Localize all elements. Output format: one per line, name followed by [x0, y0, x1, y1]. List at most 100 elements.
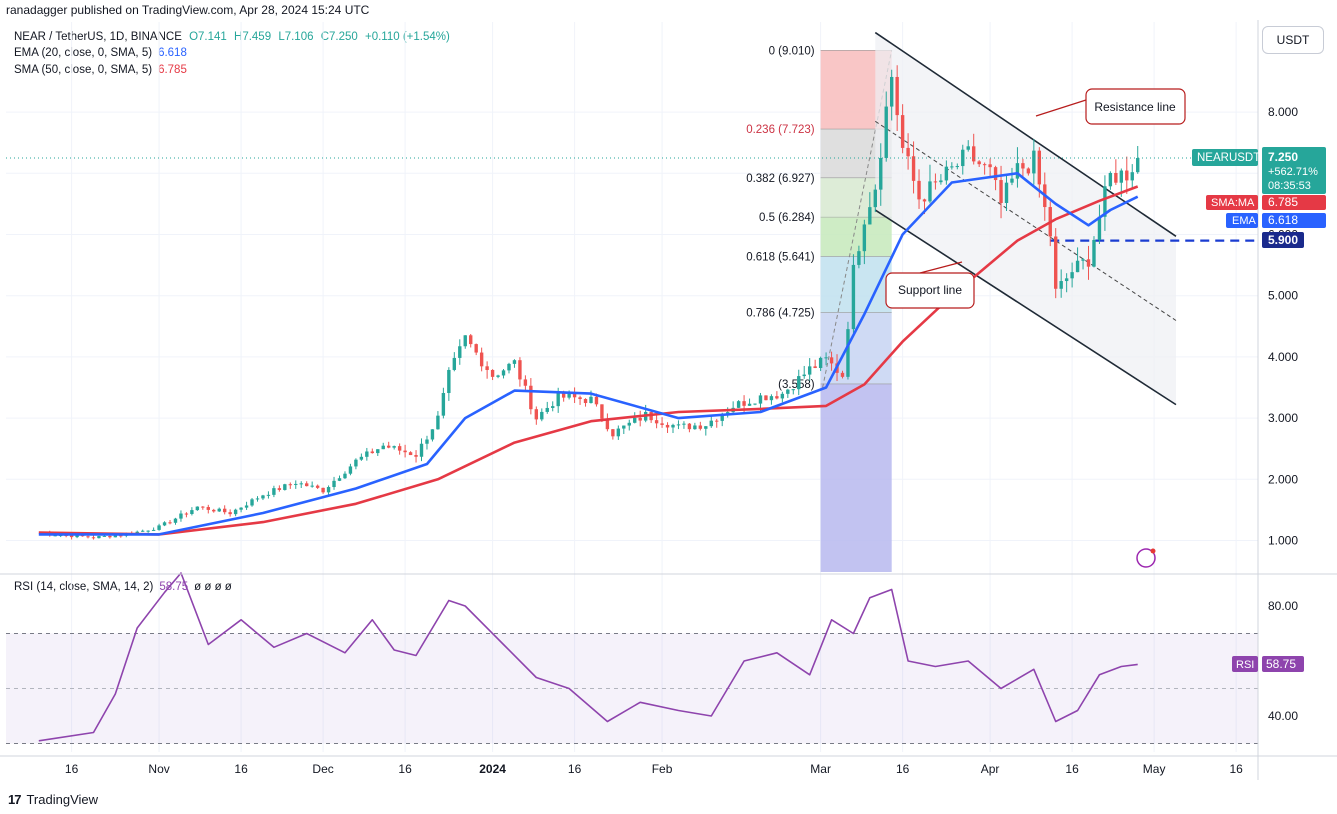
candle-body	[272, 488, 276, 495]
candle-body	[534, 409, 539, 420]
candle-body	[715, 420, 719, 422]
candle-body	[97, 536, 101, 539]
candle-body	[764, 395, 768, 401]
candle-body	[69, 535, 74, 538]
rsi-tag-label-box	[1232, 656, 1258, 672]
candle-body	[895, 76, 899, 116]
candle-body	[48, 533, 52, 536]
tradingview-footer[interactable]: 17 TradingView	[8, 792, 98, 807]
candle-body	[1054, 236, 1058, 289]
price-tick-label: 1.000	[1268, 534, 1298, 548]
candle-body	[917, 180, 921, 200]
candle-body	[851, 264, 856, 330]
candle-body	[1097, 216, 1102, 240]
candle-body	[687, 423, 692, 430]
candle-body	[616, 428, 621, 437]
fib-band	[820, 312, 892, 384]
sma-legend[interactable]: SMA (50, close, 0, SMA, 5) 6.785	[14, 64, 187, 76]
candle-body	[140, 530, 145, 532]
candle-body	[589, 396, 593, 404]
candle-body	[425, 439, 429, 444]
support-callout-text: Support line	[898, 283, 962, 297]
candle-body	[1081, 259, 1085, 261]
candle-body	[485, 366, 489, 370]
ema-tag-value-box	[1262, 213, 1326, 228]
candle-body	[1092, 239, 1096, 267]
candle-body	[638, 417, 642, 421]
time-tick-label: 16	[1065, 762, 1079, 776]
candle-body	[1059, 281, 1063, 289]
time-tick-label: May	[1143, 762, 1166, 776]
time-tick-label: 16	[398, 762, 412, 776]
candle-body	[452, 357, 457, 370]
grid-layer	[6, 22, 1258, 752]
candle-body	[474, 344, 478, 353]
candle-body	[1021, 163, 1025, 169]
candle-body	[1037, 150, 1042, 185]
time-tick-label: Dec	[312, 762, 333, 776]
candle-body	[1048, 207, 1052, 237]
time-tick-label: Mar	[810, 762, 831, 776]
candle-body	[671, 424, 675, 428]
price-tag-price: 7.250	[1268, 150, 1298, 164]
channel-midline	[875, 120, 1177, 321]
rsi-tag-value: 58.75	[1266, 657, 1296, 671]
candle-body	[742, 401, 746, 406]
candle-body	[966, 146, 970, 150]
ema-tag-value: 6.618	[1268, 213, 1298, 227]
resistance-callout-box	[1085, 88, 1186, 125]
close-value: C7.250	[320, 31, 358, 43]
candle-body	[206, 507, 210, 510]
candle-body	[682, 423, 686, 425]
candle-body	[507, 363, 511, 371]
sma-legend-value: 6.785	[158, 64, 187, 76]
candle-body	[704, 426, 708, 429]
flash-icon	[1136, 548, 1156, 568]
candle-body	[720, 414, 724, 421]
candle-body	[518, 360, 522, 380]
candle-body	[501, 370, 506, 376]
ema-tag-label: EMA	[1232, 215, 1257, 227]
candle-body	[906, 147, 910, 157]
time-tick-label: 2024	[479, 762, 506, 776]
candle-body	[179, 513, 183, 519]
candle-body	[348, 466, 353, 474]
candle-body	[151, 529, 156, 531]
candle-body	[108, 535, 112, 538]
candle-body	[458, 346, 462, 358]
candle-body	[1015, 163, 1020, 179]
candle-body	[829, 357, 834, 364]
candle-body	[578, 397, 582, 400]
currency-button[interactable]: USDT	[1262, 26, 1324, 54]
candle-body	[119, 535, 123, 537]
candle-body	[233, 509, 238, 515]
support-callout-pointer	[919, 261, 963, 274]
candle-body	[567, 393, 571, 398]
candle-body	[1043, 184, 1047, 208]
candle-body	[1070, 272, 1074, 279]
candle-body	[173, 518, 178, 523]
candle-body	[42, 533, 46, 535]
price-tag-countdown: 08:35:53	[1268, 180, 1311, 192]
symbol-tag-text: NEARUSDT	[1197, 152, 1260, 164]
fib-level-label: 0.382 (6.927)	[746, 173, 815, 185]
candle-body	[698, 425, 703, 429]
support-callout-box	[885, 272, 975, 309]
candle-body	[911, 156, 916, 181]
price-tick-label: 5.000	[1268, 289, 1298, 303]
price-tag-change: +562.71%	[1268, 166, 1318, 178]
rsi-band	[6, 633, 1258, 744]
rsi-legend-extra: ø ø ø ø	[194, 581, 232, 593]
candle-body	[212, 509, 216, 512]
pair-label[interactable]: NEAR / TetherUS, 1D, BINANCE	[14, 31, 182, 43]
candle-body	[217, 508, 221, 512]
candle-body	[228, 512, 232, 515]
candle-body	[102, 535, 107, 537]
rsi-legend[interactable]: RSI (14, close, SMA, 14, 2) 58.75 ø ø ø ø	[14, 581, 232, 593]
axes-layer: 8.000 7.000 6.000 5.000 4.000 3.000 2.000 1.000…	[0, 20, 1337, 780]
candle-body	[130, 533, 134, 535]
candle-body	[91, 537, 96, 539]
ema-legend[interactable]: EMA (20, close, 0, SMA, 5) 6.618	[14, 47, 187, 59]
level-tag-box	[1262, 232, 1304, 248]
